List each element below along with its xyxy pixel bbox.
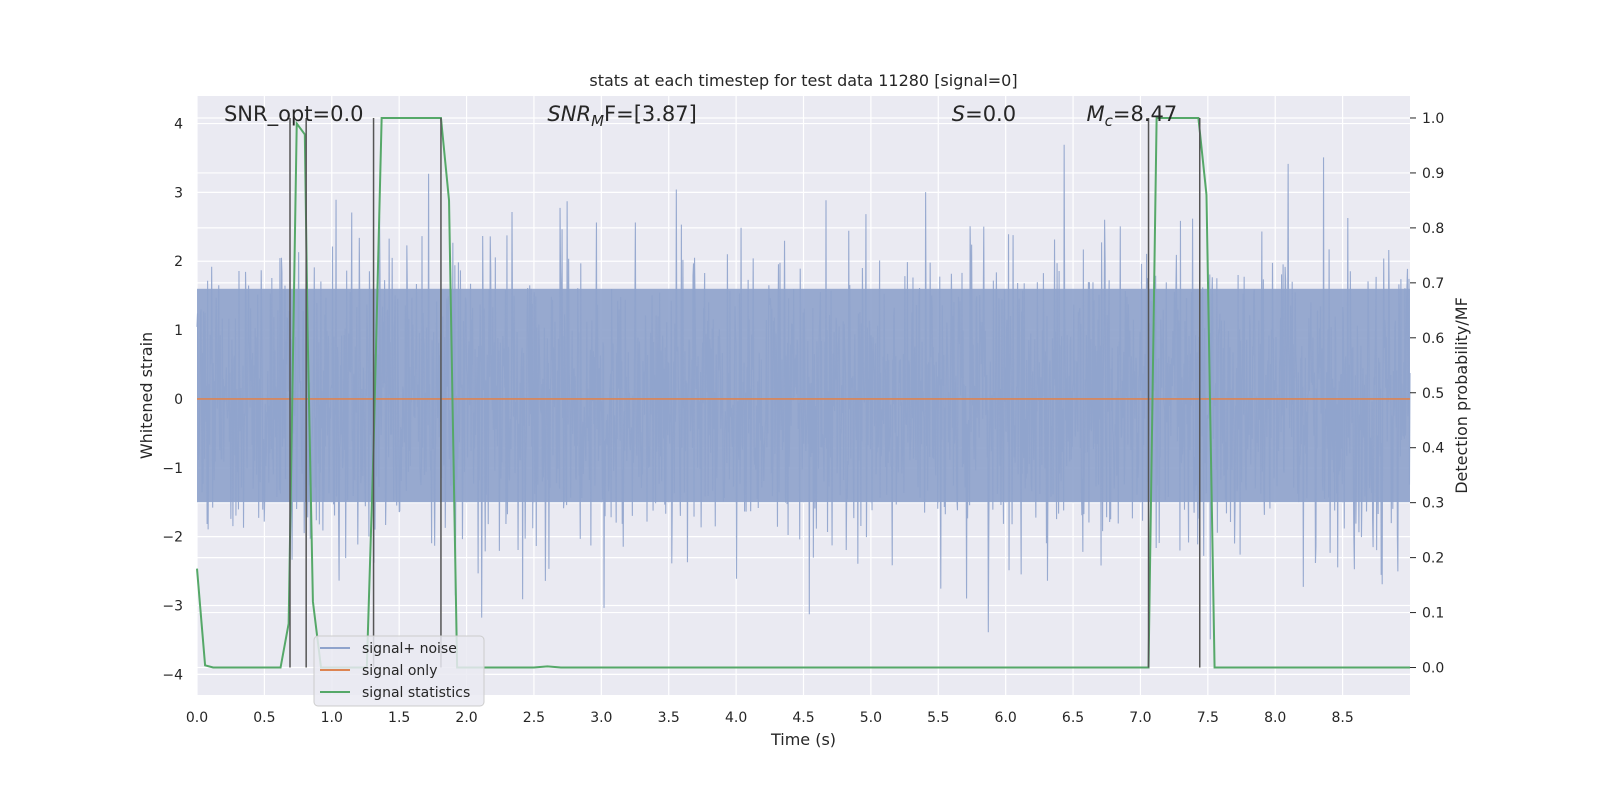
y-right-tick-label-4: 0.4	[1422, 441, 1444, 457]
y-tick-label-5: 1	[174, 323, 183, 339]
annotation-s-value: S=0.0	[952, 102, 1016, 126]
y-tick-label-8: 4	[174, 117, 183, 133]
annotation-mc-value: Mc=8.47	[1087, 102, 1178, 130]
x-tick-label-2: 1.0	[321, 710, 343, 726]
y-right-tick-label-3: 0.3	[1422, 496, 1444, 512]
annotations: SNR_opt=0.0 SNRMF=[3.87] S=0.0 Mc=8.47	[224, 102, 1177, 130]
legend-label-signal-statistics: signal statistics	[362, 685, 470, 701]
legend-label-signal-noise: signal+ noise	[362, 641, 457, 657]
y-axis-label: Whitened strain	[137, 332, 156, 459]
y-tick-label-1: −3	[162, 598, 183, 614]
x-tick-label-13: 6.5	[1062, 710, 1084, 726]
x-tick-label-0: 0.0	[186, 710, 208, 726]
x-tick-label-10: 5.0	[860, 710, 882, 726]
legend-box	[313, 635, 485, 707]
y-right-tick-label-10: 1.0	[1422, 111, 1444, 127]
x-tick-label-11: 5.5	[927, 710, 949, 726]
x-tick-label-16: 8.0	[1264, 710, 1286, 726]
x-tick-label-9: 4.5	[792, 710, 814, 726]
legend: signal+ noise signal only signal statistic…	[313, 635, 485, 707]
y-right-tick-label-6: 0.6	[1422, 331, 1444, 347]
x-axis-label: Time (s)	[770, 730, 836, 749]
x-tick-label-14: 7.0	[1129, 710, 1151, 726]
x-tick-label-7: 3.5	[658, 710, 680, 726]
x-tick-label-12: 6.0	[995, 710, 1017, 726]
x-tick-label-17: 8.5	[1331, 710, 1353, 726]
y-tick-label-6: 2	[174, 254, 183, 270]
y-axis-label-right: Detection probability/MF	[1452, 297, 1471, 494]
legend-label-signal-only: signal only	[362, 663, 437, 679]
vertical-markers	[289, 117, 1201, 668]
y-right-tick-label-2: 0.2	[1422, 551, 1444, 567]
x-tick-label-8: 4.0	[725, 710, 747, 726]
x-tick-label-5: 2.5	[523, 710, 545, 726]
y-right-tick-label-1: 0.1	[1422, 606, 1444, 622]
noise-trace	[196, 144, 1411, 640]
y-right-tick-label-8: 0.8	[1422, 221, 1444, 237]
series-line-signal-statistics	[196, 116, 1410, 669]
annotation-snr-opt: SNR_opt=0.0	[224, 102, 364, 127]
tick-labels: 0.0 0.5 1.0 1.5 2.0 2.5 3.0 3.5 4.0 4.5 5.0 5.5 6.0 6…	[162, 111, 1444, 726]
chart-title: stats at each timestep for test data 112…	[589, 71, 1017, 90]
y-tick-label-3: −1	[162, 461, 183, 477]
annotation-snr-mf: SNRMF=[3.87]	[547, 102, 696, 130]
y-right-tick-label-7: 0.7	[1422, 276, 1444, 292]
y-right-tick-label-9: 0.9	[1422, 166, 1444, 182]
x-tick-label-4: 2.0	[455, 710, 477, 726]
x-tick-label-3: 1.5	[388, 710, 410, 726]
x-tick-label-6: 3.0	[590, 710, 612, 726]
y-tick-label-4: 0	[174, 392, 183, 408]
y-tick-label-0: −4	[162, 667, 183, 683]
y-tick-label-7: 3	[174, 185, 183, 201]
x-tick-label-1: 0.5	[253, 710, 275, 726]
y-right-tick-label-0: 0.0	[1422, 661, 1444, 677]
series-lines	[196, 116, 1410, 669]
y-tick-label-2: −2	[162, 530, 183, 546]
x-tick-label-15: 7.5	[1197, 710, 1219, 726]
y-right-tick-label-5: 0.5	[1422, 386, 1444, 402]
